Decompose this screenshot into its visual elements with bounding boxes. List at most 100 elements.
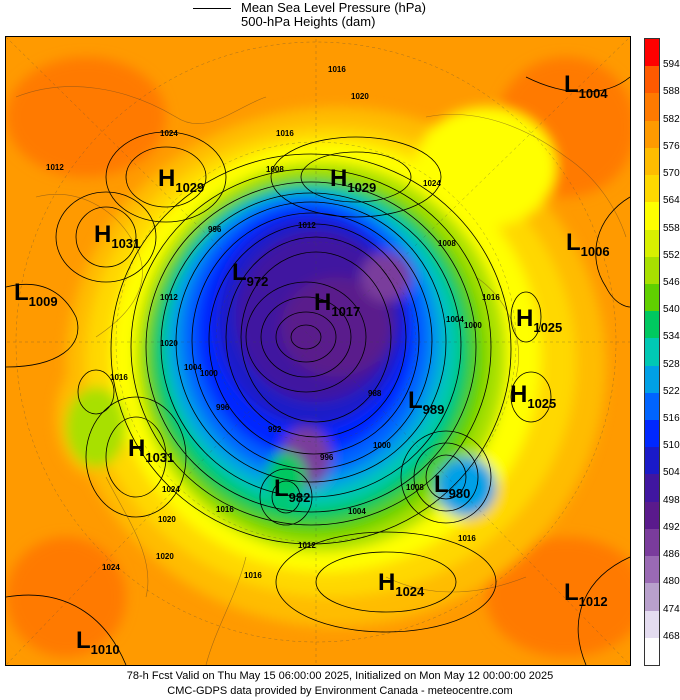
colorbar-cell <box>645 283 659 312</box>
isobar-label: 1004 <box>184 363 202 372</box>
isobar-label: 1008 <box>438 239 456 248</box>
isobar-label: 1000 <box>373 441 391 450</box>
colorbar-cell <box>645 202 659 230</box>
isobar-label: 1012 <box>160 293 178 302</box>
isobar-label: 1020 <box>160 339 178 348</box>
colorbar-tick-label: 522 <box>663 385 680 397</box>
isobar-label: 996 <box>208 225 222 234</box>
colorbar-tick-label: 516 <box>663 413 680 425</box>
colorbar-cell <box>645 474 659 503</box>
colorbar-tick-label: 474 <box>663 603 680 615</box>
colorbar-tick-label: 582 <box>663 113 680 125</box>
heights-legend-label: 500-hPa Heights (dam) <box>241 14 376 29</box>
isobar-label: 1020 <box>351 92 369 101</box>
colorbar-cell <box>645 147 659 176</box>
low-pressure-label: L1004 <box>564 71 608 101</box>
colorbar-cell <box>645 338 659 367</box>
isobar-label: 1016 <box>244 571 262 580</box>
colorbar-cell <box>645 120 659 149</box>
colorbar-tick-label: 594 <box>663 59 680 71</box>
isobar-label: 992 <box>268 425 282 434</box>
colorbar-cell <box>645 556 659 584</box>
colorbar-tick-label: 504 <box>663 467 680 479</box>
data-credit-text: CMC-GDPS data provided by Environment Ca… <box>167 685 513 697</box>
map-canvas <box>6 37 630 665</box>
isobars <box>6 76 630 665</box>
height-field <box>6 57 630 657</box>
isobar-label: 996 <box>320 453 334 462</box>
colorbar-tick-label: 558 <box>663 222 680 234</box>
colorbar-cell <box>645 610 659 639</box>
colorbar-cell <box>645 447 659 475</box>
high-pressure-label: H1031 <box>128 435 175 465</box>
colorbar-tick-label: 468 <box>663 630 680 642</box>
isobar-label: 1020 <box>156 552 174 561</box>
mslp-legend-line <box>193 8 231 9</box>
colorbar-cell <box>645 39 659 67</box>
colorbar-cell <box>645 583 659 612</box>
colorbar-cell <box>645 93 659 122</box>
colorbar-tick-label: 570 <box>663 168 680 180</box>
colorbar-tick-label: 552 <box>663 249 680 261</box>
isobar-label: 1012 <box>298 541 316 550</box>
low-pressure-label: L989 <box>408 387 445 417</box>
isobar-label: 1024 <box>160 129 178 138</box>
colorbar-cell <box>645 66 659 94</box>
isobar-label: 1000 <box>464 321 482 330</box>
mslp-legend-label: Mean Sea Level Pressure (hPa) <box>241 0 426 15</box>
low-pressure-label: L1006 <box>566 229 610 259</box>
isobar-label: 1016 <box>328 65 346 74</box>
colorbar-cell <box>645 256 659 285</box>
isobar-label: 1016 <box>276 129 294 138</box>
isobar-label: 1024 <box>423 179 441 188</box>
colorbar-tick-label: 492 <box>663 521 680 533</box>
isobar-label: 1012 <box>46 163 64 172</box>
isobar-label: 996 <box>216 403 230 412</box>
low-pressure-label: L972 <box>232 259 269 289</box>
colorbar-tick-label: 510 <box>663 440 680 452</box>
colorbar-cell <box>645 420 659 448</box>
high-pressure-label: H1024 <box>378 569 425 599</box>
map-legend: Mean Sea Level Pressure (hPa) 500-hPa He… <box>0 0 680 36</box>
colorbar-cell <box>645 175 659 203</box>
isobar-label: 1016 <box>458 534 476 543</box>
colorbar-tick-label: 540 <box>663 304 680 316</box>
high-pressure-label: H1029 <box>158 165 205 195</box>
high-pressure-label: H1025 <box>510 381 557 411</box>
colorbar-tick-label: 576 <box>663 140 680 152</box>
colorbar-cell <box>645 229 659 258</box>
weather-map: L1004 H1029 H1029 H1031 L1009 L1006 H102… <box>5 36 631 666</box>
colorbar-tick-label: 480 <box>663 576 680 588</box>
high-pressure-label: H1029 <box>330 165 377 195</box>
isobar-label: 1012 <box>298 221 316 230</box>
high-pressure-label: H1017 <box>314 289 361 319</box>
low-pressure-label: L1009 <box>14 279 58 309</box>
forecast-valid-text: 78-h Fcst Valid on Thu May 15 06:00:00 2… <box>126 670 554 682</box>
colorbar-cell <box>645 392 659 421</box>
colorbar-cell <box>645 637 659 666</box>
colorbar-tick-label: 498 <box>663 494 680 506</box>
isobar-label: 1016 <box>110 373 128 382</box>
isobar-label: 1004 <box>446 315 464 324</box>
height-colorbar <box>644 38 660 666</box>
colorbar-tick-label: 546 <box>663 276 680 288</box>
isobar-label: 1024 <box>162 485 180 494</box>
isobar-label: 1016 <box>482 293 500 302</box>
high-pressure-label: H1025 <box>516 305 563 335</box>
low-pressure-label: L1012 <box>564 579 608 609</box>
isobar-label: 1008 <box>266 165 284 174</box>
colorbar-tick-label: 588 <box>663 86 680 98</box>
low-pressure-label: L980 <box>434 471 471 501</box>
graticule <box>6 37 630 665</box>
isobar-label: 1000 <box>200 369 218 378</box>
colorbar-cell <box>645 311 659 339</box>
colorbar-cell <box>645 365 659 394</box>
isobar-label: 1004 <box>348 507 366 516</box>
low-pressure-label: L1010 <box>76 627 120 657</box>
isobar-label: 988 <box>368 389 382 398</box>
colorbar-tick-label: 534 <box>663 331 680 343</box>
colorbar-tick-label: 564 <box>663 195 680 207</box>
colorbar-cell <box>645 528 659 557</box>
low-pressure-label: L982 <box>274 475 311 505</box>
isobar-label: 1008 <box>406 483 424 492</box>
